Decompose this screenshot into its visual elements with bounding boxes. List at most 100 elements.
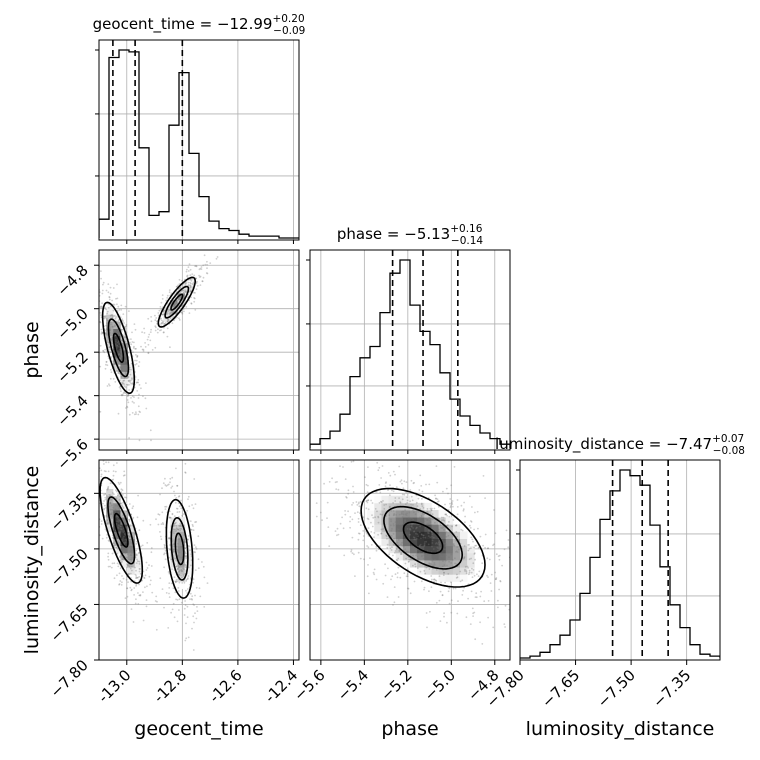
sample-point <box>117 519 120 521</box>
sample-point <box>122 531 125 534</box>
sample-point <box>435 601 438 604</box>
sample-point <box>431 542 434 544</box>
sample-point <box>395 514 397 516</box>
sample-point <box>131 331 133 334</box>
sample-point <box>206 260 208 263</box>
scatter-panel-luminosity_distance_vs_geocent_time <box>84 432 300 661</box>
sample-point <box>402 487 405 490</box>
histogram-step-line <box>310 259 510 448</box>
density-cell <box>452 524 461 532</box>
density-cell <box>120 357 128 365</box>
sample-point <box>175 559 178 562</box>
sample-point <box>174 580 177 583</box>
density-cell <box>417 510 425 518</box>
sample-point <box>372 516 375 519</box>
sample-point <box>393 513 395 516</box>
sample-point <box>168 582 171 584</box>
sample-point <box>467 549 470 552</box>
sample-point <box>164 549 167 552</box>
sample-point <box>135 562 138 564</box>
x-tick-label: -12.6 <box>206 666 246 706</box>
sample-point <box>84 432 86 434</box>
sample-point <box>131 400 134 403</box>
sample-point <box>443 557 445 559</box>
sample-point <box>114 504 117 507</box>
sample-point <box>123 543 126 545</box>
density-cell <box>367 502 375 511</box>
density-cell <box>127 371 136 379</box>
sample-point <box>84 436 86 438</box>
sample-point <box>105 470 107 473</box>
sample-point <box>406 575 409 578</box>
sample-point <box>101 332 104 335</box>
sample-point <box>137 379 140 381</box>
sample-point <box>137 405 140 408</box>
sample-point <box>347 492 350 495</box>
sample-point <box>179 529 182 532</box>
sample-point <box>388 506 391 508</box>
sample-point <box>443 519 446 522</box>
sample-point <box>178 317 180 320</box>
sample-point <box>175 565 178 568</box>
sample-point <box>180 570 183 573</box>
sample-point <box>175 285 178 288</box>
y-tick-label: −7.65 <box>47 601 92 646</box>
sample-point <box>173 515 176 517</box>
sample-point <box>100 331 103 333</box>
sample-point <box>435 497 437 500</box>
sample-point <box>113 493 115 495</box>
sample-point <box>135 413 138 415</box>
sample-point <box>405 557 407 560</box>
sample-point <box>357 502 360 505</box>
sample-point <box>391 546 393 548</box>
sample-point <box>118 352 120 355</box>
sample-point <box>391 575 394 578</box>
sample-point <box>120 350 122 353</box>
sample-point <box>176 599 179 601</box>
sample-point <box>385 503 387 506</box>
sample-point <box>123 365 125 368</box>
sample-point <box>122 474 125 477</box>
sample-point <box>495 578 497 580</box>
sample-point <box>175 529 178 532</box>
sample-point <box>186 275 188 278</box>
sample-point <box>178 566 181 569</box>
sample-point <box>401 516 404 518</box>
sample-point <box>137 413 140 416</box>
sample-point <box>100 314 102 316</box>
sample-point <box>175 527 178 530</box>
sample-point <box>116 297 119 300</box>
sample-point <box>155 317 158 319</box>
x-tick-label: −5.2 <box>377 666 415 704</box>
hist-panel-geocent_time: geocent_time = −12.99+0.20 −0.09 <box>93 13 305 241</box>
sample-point <box>125 578 128 581</box>
sample-point <box>150 551 153 554</box>
sample-point <box>117 494 119 496</box>
sample-point <box>161 511 164 514</box>
sample-point <box>118 386 121 389</box>
sample-point <box>444 542 446 545</box>
sample-point <box>108 298 111 301</box>
sample-point <box>96 471 98 473</box>
sample-point <box>421 554 423 557</box>
sample-point <box>376 510 378 513</box>
density-cell <box>424 552 432 561</box>
sample-point <box>206 272 209 275</box>
sample-point <box>125 373 127 376</box>
sample-point <box>444 545 447 547</box>
sample-point <box>96 490 98 492</box>
sample-point <box>132 351 134 354</box>
sample-point <box>111 513 114 515</box>
sample-point <box>119 367 122 369</box>
sample-point <box>133 396 135 398</box>
sample-point <box>441 516 443 519</box>
sample-point <box>387 489 389 491</box>
sample-point <box>116 303 118 306</box>
sample-point <box>457 600 459 602</box>
sample-point <box>121 575 123 577</box>
sample-point <box>424 536 427 539</box>
sample-point <box>392 502 394 504</box>
sample-point <box>189 290 191 293</box>
sample-point <box>130 588 133 591</box>
